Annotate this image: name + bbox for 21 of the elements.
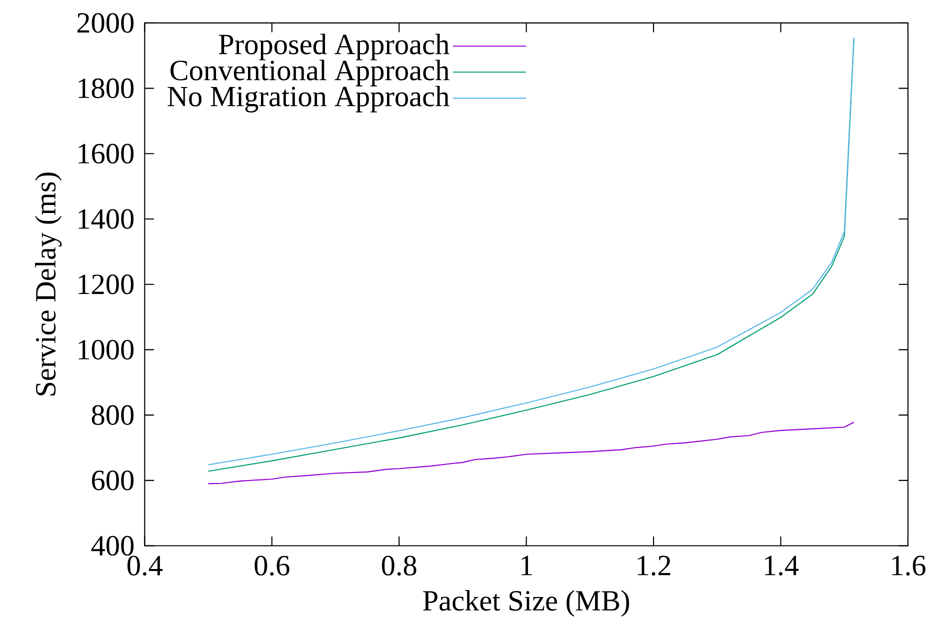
y-tick-label: 400	[91, 536, 134, 556]
x-tick-label: 0.4	[127, 556, 163, 576]
x-tick-label: 1.6	[892, 556, 926, 576]
y-tick-label: 800	[92, 405, 134, 426]
x-tick-label: 1.4	[765, 556, 799, 576]
legend-label: Proposed Approach	[218, 34, 450, 61]
y-tick-label: 1000	[78, 340, 134, 360]
y-tick-label: 1800	[78, 78, 134, 98]
y-tick-label: 1400	[78, 209, 134, 230]
y-tick-label: 1200	[78, 274, 134, 294]
y-tick-label: 1600	[78, 144, 134, 164]
legend-label: Conventional Approach	[170, 60, 450, 87]
x-tick-label: 0.6	[254, 556, 290, 576]
legend-label: No Migration Approach	[168, 86, 450, 113]
x-axis-title: Packet Size (MB)	[423, 590, 630, 617]
y-tick-label: 2000	[77, 13, 134, 34]
y-tick-label: 600	[92, 470, 134, 491]
x-tick-label: 1	[522, 556, 532, 576]
x-tick-label: 1.2	[638, 556, 670, 576]
y-axis-title: Service Delay (ms)	[35, 172, 62, 396]
x-tick-label: 0.8	[382, 556, 416, 576]
